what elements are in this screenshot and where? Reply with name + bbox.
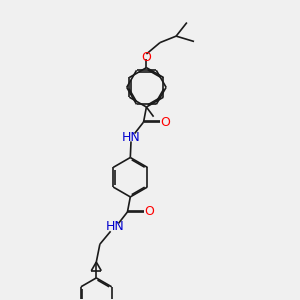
Text: O: O	[142, 51, 152, 64]
Text: HN: HN	[122, 130, 140, 144]
Text: O: O	[144, 206, 154, 218]
Text: HN: HN	[106, 220, 124, 233]
Text: O: O	[160, 116, 170, 129]
